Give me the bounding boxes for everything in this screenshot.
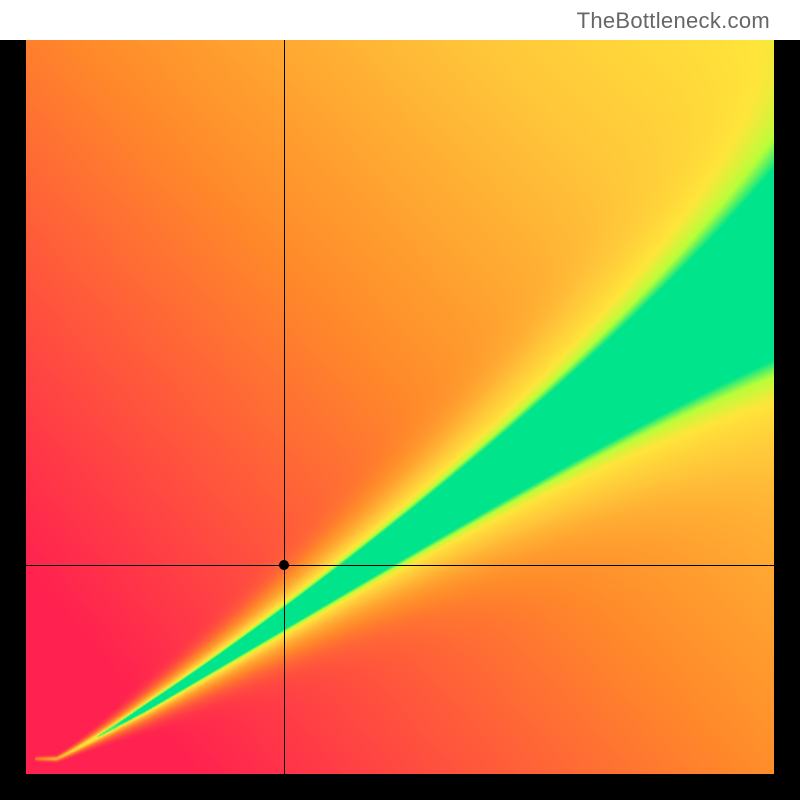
crosshair-vertical [284,40,285,774]
crosshair-horizontal [26,565,774,566]
heatmap-canvas [26,40,774,774]
chart-frame: TheBottleneck.com [0,0,800,800]
crosshair-marker-dot [279,560,289,570]
watermark-text: TheBottleneck.com [577,8,770,34]
heatmap-plot-area [26,40,774,774]
